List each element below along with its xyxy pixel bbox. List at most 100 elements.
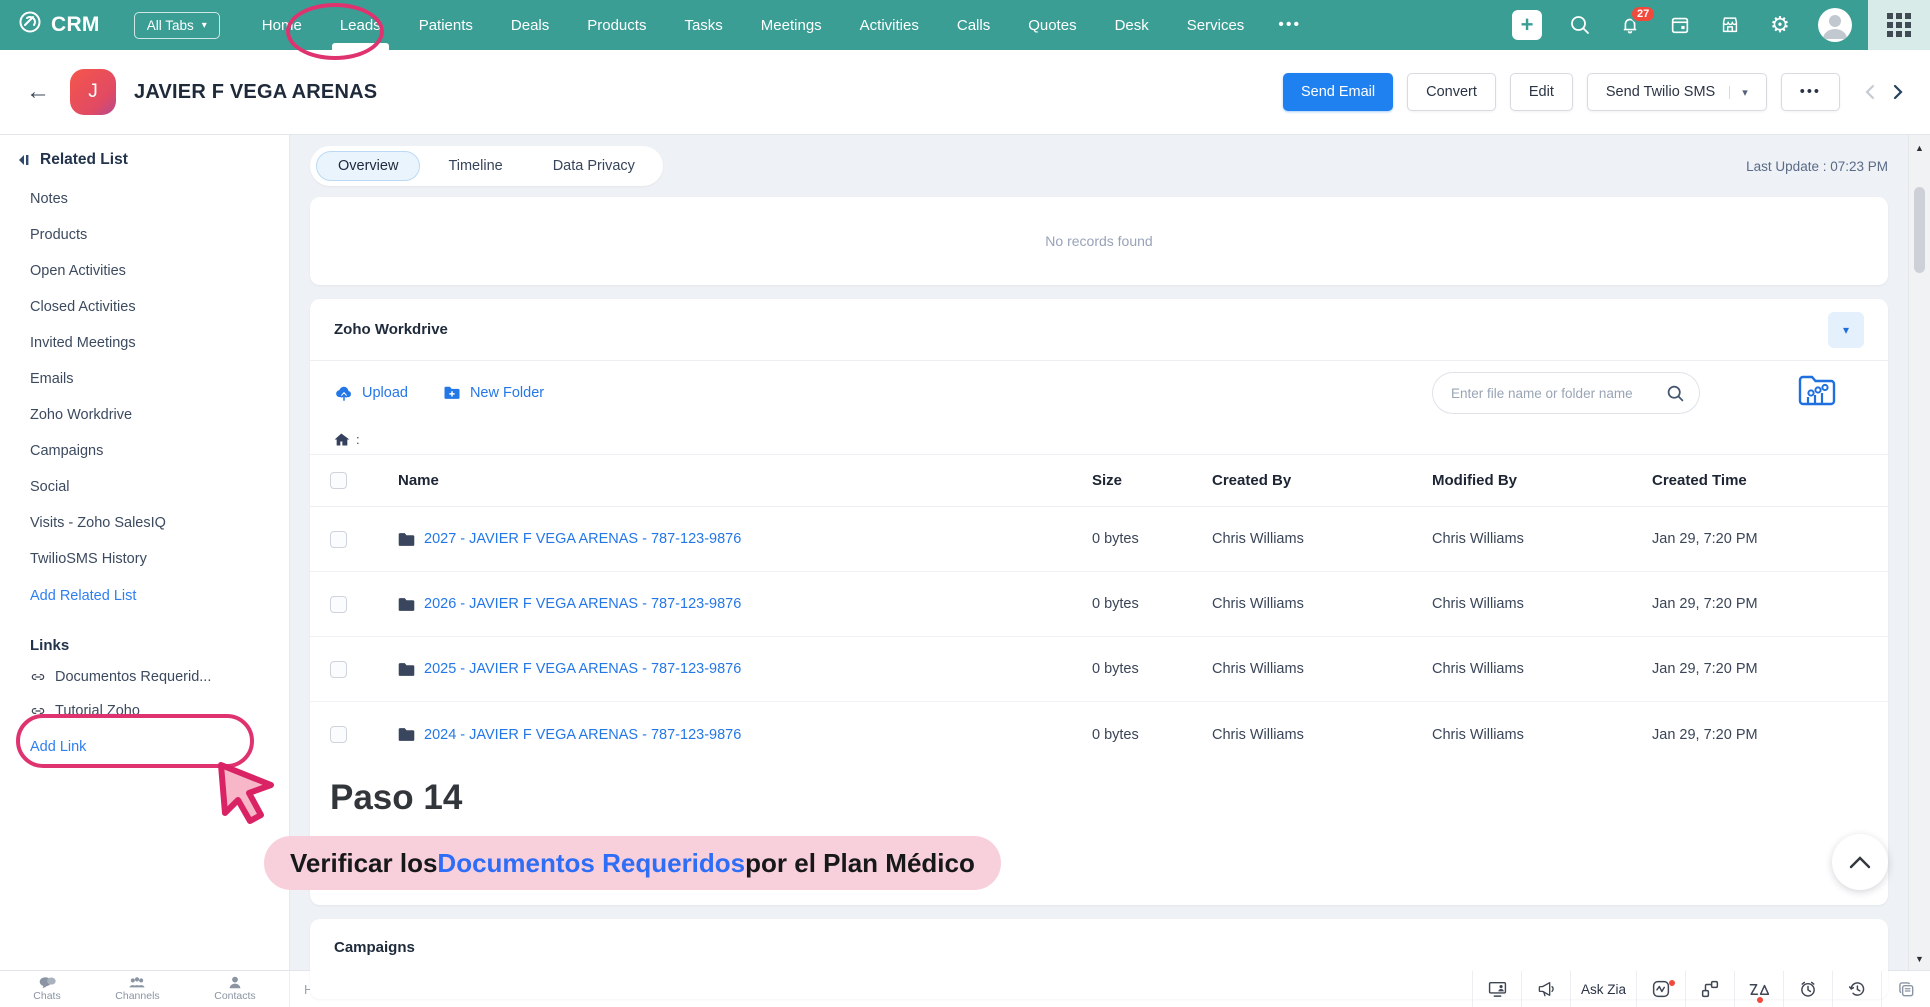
scroll-down-arrow[interactable]: ▼: [1915, 954, 1924, 964]
tab-patients[interactable]: Patients: [418, 16, 473, 34]
main-content: Overview Timeline Data Privacy Last Upda…: [290, 135, 1908, 999]
file-search-input[interactable]: [1451, 385, 1666, 401]
apps-grid-button[interactable]: [1868, 0, 1930, 50]
scrollbar-thumb[interactable]: [1914, 187, 1925, 273]
workdrive-folder-stats-icon[interactable]: [1798, 375, 1836, 412]
more-actions-button[interactable]: •••: [1780, 73, 1840, 111]
tab-meetings[interactable]: Meetings: [760, 16, 822, 34]
row-checkbox[interactable]: [330, 530, 347, 548]
chats-button[interactable]: Chats: [33, 976, 61, 1002]
select-all-checkbox[interactable]: [330, 472, 347, 489]
send-email-button[interactable]: Send Email: [1282, 73, 1394, 111]
announcements-button[interactable]: [1521, 971, 1570, 1007]
scroll-to-top-button[interactable]: [1832, 834, 1888, 890]
add-link-button[interactable]: Add Link: [30, 739, 87, 755]
tab-quotes[interactable]: Quotes: [1028, 16, 1077, 34]
cell-created-time: Jan 29, 7:20 PM: [1652, 661, 1758, 677]
settings-gear-icon[interactable]: ⚙: [1768, 12, 1792, 37]
sidebar-item-notes[interactable]: Notes: [30, 191, 68, 207]
tab-data-privacy[interactable]: Data Privacy: [552, 158, 635, 174]
quick-create-button[interactable]: +: [1512, 10, 1542, 40]
new-folder-button[interactable]: New Folder: [442, 383, 544, 403]
cell-created-by: Chris Williams: [1212, 531, 1304, 547]
signals-button[interactable]: [1636, 971, 1685, 1007]
sidebar-item-visits-zoho-salesiq[interactable]: Visits - Zoho SalesIQ: [30, 515, 166, 531]
workflow-button[interactable]: [1685, 971, 1734, 1007]
folder-plus-icon: [444, 386, 460, 399]
folder-link[interactable]: 2027 - JAVIER F VEGA ARENAS - 787-123-98…: [424, 531, 742, 547]
workdrive-collapse-button[interactable]: ▾: [1828, 311, 1864, 348]
tab-overview[interactable]: Overview: [316, 151, 421, 181]
sidebar-item-closed-activities[interactable]: Closed Activities: [30, 299, 136, 315]
sidebar-item-invited-meetings[interactable]: Invited Meetings: [30, 335, 136, 351]
sidebar-item-emails[interactable]: Emails: [30, 371, 74, 387]
tab-activities[interactable]: Activities: [859, 16, 919, 34]
zia-button[interactable]: [1734, 971, 1783, 1007]
reminders-button[interactable]: [1783, 971, 1832, 1007]
home-icon[interactable]: [334, 432, 350, 447]
link-icon: [31, 674, 45, 680]
scroll-up-arrow[interactable]: ▲: [1915, 143, 1924, 153]
cell-created-by: Chris Williams: [1212, 596, 1304, 612]
history-icon: [1848, 982, 1865, 996]
row-checkbox[interactable]: [330, 660, 347, 678]
tab-timeline[interactable]: Timeline: [448, 158, 503, 174]
chevron-left-icon[interactable]: [1864, 83, 1876, 101]
twilio-caret-icon[interactable]: ▾: [1729, 85, 1748, 99]
cell-created-by: Chris Williams: [1212, 661, 1304, 677]
tab-deals[interactable]: Deals: [510, 16, 550, 34]
tab-services[interactable]: Services: [1186, 16, 1245, 34]
tab-calls[interactable]: Calls: [956, 16, 991, 34]
sidebar-item-zoho-workdrive[interactable]: Zoho Workdrive: [30, 407, 133, 423]
chevron-up-icon: [1849, 856, 1871, 869]
link-documentos-requeridos[interactable]: Documentos Requerid...: [30, 660, 289, 694]
notifications-bell-icon[interactable]: 27: [1618, 5, 1657, 37]
row-checkbox[interactable]: [330, 726, 347, 743]
sidebar-item-products[interactable]: Products: [30, 227, 88, 243]
sidebar-item-twiliosms-history[interactable]: TwilioSMS History: [30, 551, 147, 567]
recent-activity-button[interactable]: [1832, 971, 1881, 1007]
more-tabs-button[interactable]: •••: [1278, 16, 1302, 33]
sidebar-item-social[interactable]: Social: [30, 479, 70, 495]
tab-desk[interactable]: Desk: [1114, 16, 1149, 34]
marketplace-store-icon[interactable]: [1718, 13, 1742, 37]
add-related-list-link[interactable]: Add Related List: [30, 588, 137, 604]
zoho-workdrive-card: Zoho Workdrive ▾ Upload New Folder: [310, 299, 1888, 905]
channels-button[interactable]: Channels: [115, 976, 160, 1002]
all-tabs-dropdown[interactable]: All Tabs ▾: [133, 11, 220, 39]
collapse-sidebar-icon[interactable]: [16, 153, 30, 167]
sidebar-item-open-activities[interactable]: Open Activities: [30, 263, 126, 279]
upload-button[interactable]: Upload: [334, 383, 408, 403]
tab-tasks[interactable]: Tasks: [684, 16, 723, 34]
row-checkbox[interactable]: [330, 595, 347, 613]
contacts-button[interactable]: Contacts: [214, 976, 256, 1002]
clipboard-copy-button[interactable]: [1881, 971, 1930, 1007]
module-tabs: Home Leads Patients Deals Products Tasks…: [261, 0, 1245, 50]
folder-link[interactable]: 2025 - JAVIER F VEGA ARENAS - 787-123-98…: [424, 661, 742, 677]
send-twilio-sms-button[interactable]: Send Twilio SMS ▾: [1586, 73, 1767, 111]
copy-icon: [1898, 981, 1913, 996]
screen-share-button[interactable]: [1472, 971, 1521, 1007]
cell-modified-by: Chris Williams: [1432, 596, 1524, 612]
chevron-right-icon[interactable]: [1892, 83, 1904, 101]
crm-brand[interactable]: CRM: [18, 10, 100, 40]
tab-products[interactable]: Products: [587, 16, 647, 34]
convert-button[interactable]: Convert: [1407, 73, 1496, 111]
send-twilio-sms-label: Send Twilio SMS: [1605, 84, 1716, 100]
edit-button[interactable]: Edit: [1509, 73, 1573, 111]
tab-home[interactable]: Home: [261, 16, 302, 34]
search-icon[interactable]: [1666, 384, 1685, 403]
ask-zia-button[interactable]: Ask Zia: [1570, 971, 1636, 1007]
sidebar-item-campaigns[interactable]: Campaigns: [30, 443, 104, 459]
folder-link[interactable]: 2024 - JAVIER F VEGA ARENAS - 787-123-98…: [424, 726, 742, 743]
calendar-icon[interactable]: [1668, 13, 1692, 37]
link-tutorial-zoho[interactable]: Tutorial Zoho: [30, 694, 289, 728]
search-icon[interactable]: [1568, 13, 1592, 37]
folder-link[interactable]: 2026 - JAVIER F VEGA ARENAS - 787-123-98…: [424, 596, 742, 612]
vertical-scrollbar[interactable]: ▲ ▼: [1908, 135, 1930, 970]
edit-label: Edit: [1528, 84, 1554, 100]
table-row: 2024 - JAVIER F VEGA ARENAS - 787-123-98…: [310, 702, 1888, 767]
back-arrow-icon[interactable]: ←: [26, 78, 50, 105]
tab-leads[interactable]: Leads: [331, 0, 389, 50]
user-avatar[interactable]: [1818, 8, 1852, 42]
